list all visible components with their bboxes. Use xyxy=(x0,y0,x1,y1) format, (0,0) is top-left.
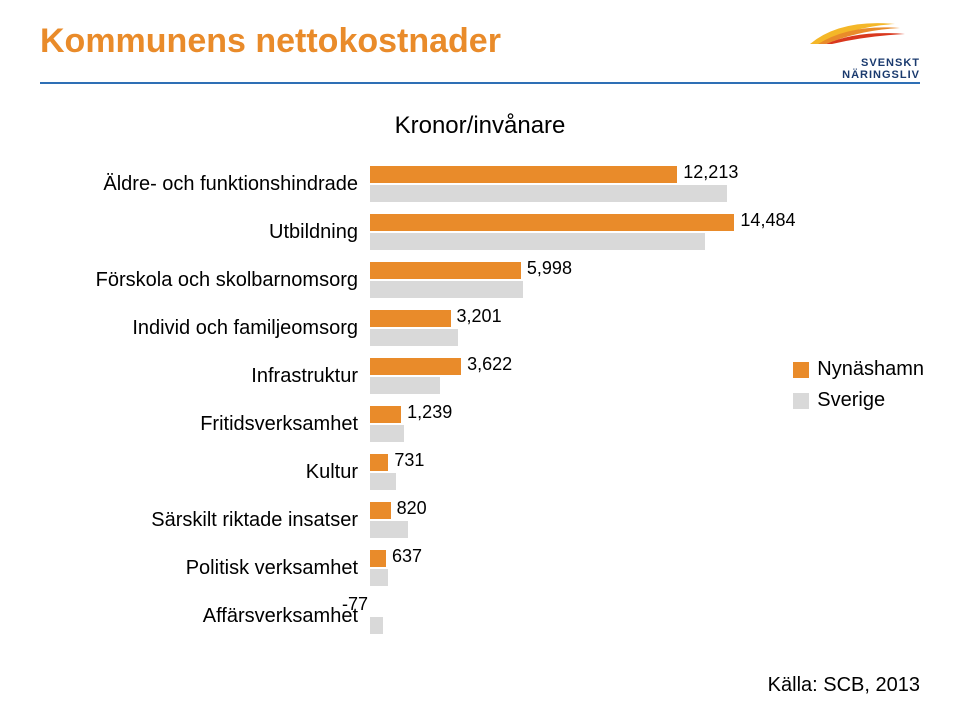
chart-row: Kultur 731 xyxy=(40,448,760,496)
category-label: Kultur xyxy=(40,461,358,483)
bar-group: 5,998 xyxy=(370,260,760,300)
legend-item: Nynäshamn xyxy=(793,358,924,381)
bar-group: 14,484 xyxy=(370,212,760,252)
bar-group: 12,213 xyxy=(370,164,760,204)
bar-group: 3,622 xyxy=(370,356,760,396)
title-rule xyxy=(40,82,920,84)
bar-secondary xyxy=(370,569,388,586)
bar-value-label: 637 xyxy=(386,548,422,565)
category-label: Individ och familjeomsorg xyxy=(40,317,358,339)
chart-row: Utbildning 14,484 xyxy=(40,208,760,256)
category-label: Infrastruktur xyxy=(40,365,358,387)
category-label: Affärsverksamhet xyxy=(40,605,358,627)
bar-group: 731 xyxy=(370,452,760,492)
bar-group: 637 xyxy=(370,548,760,588)
bar-secondary xyxy=(370,521,408,538)
bar-value-label: 5,998 xyxy=(521,260,572,277)
category-label: Äldre- och funktionshindrade xyxy=(40,173,358,195)
category-label: Fritidsverksamhet xyxy=(40,413,358,435)
legend: Nynäshamn Sverige xyxy=(793,350,924,420)
bar-secondary xyxy=(370,617,383,634)
brand-logo: SVENSKT NÄRINGSLIV xyxy=(800,14,920,70)
chart-row: Affärsverksamhet-77 xyxy=(40,592,760,640)
legend-label: Nynäshamn xyxy=(817,358,924,381)
bar-secondary xyxy=(370,329,458,346)
bar-secondary xyxy=(370,185,727,202)
bar-primary xyxy=(370,454,388,471)
bar-value-label: 731 xyxy=(388,452,424,469)
bar-secondary xyxy=(370,281,523,298)
bar-value-label: 3,622 xyxy=(461,356,512,373)
chart-row: Fritidsverksamhet 1,239 xyxy=(40,400,760,448)
bar-secondary xyxy=(370,233,705,250)
category-label: Förskola och skolbarnomsorg xyxy=(40,269,358,291)
bar-primary xyxy=(370,262,521,279)
legend-swatch xyxy=(793,362,809,378)
legend-swatch xyxy=(793,393,809,409)
bar-primary xyxy=(370,214,734,231)
page-title: Kommunens nettokostnader xyxy=(40,22,501,61)
chart-row: Individ och familjeomsorg 3,201 xyxy=(40,304,760,352)
chart-row: Politisk verksamhet 637 xyxy=(40,544,760,592)
bar-primary xyxy=(370,166,677,183)
bar-primary xyxy=(370,406,401,423)
bar-value-label: 14,484 xyxy=(734,212,795,229)
bar-group: 820 xyxy=(370,500,760,540)
brand-logo-text: SVENSKT NÄRINGSLIV xyxy=(800,57,920,81)
legend-item: Sverige xyxy=(793,389,924,412)
bar-primary xyxy=(370,310,451,327)
bar-secondary xyxy=(370,377,440,394)
bar-value-label: 12,213 xyxy=(677,164,738,181)
bar-primary xyxy=(370,502,391,519)
bar-value-label: -77 xyxy=(342,596,370,613)
bar-chart: Äldre- och funktionshindrade 12,213 Utbild… xyxy=(40,160,760,647)
chart-row: Särskilt riktade insatser 820 xyxy=(40,496,760,544)
bar-group: 1,239 xyxy=(370,404,760,444)
category-label: Utbildning xyxy=(40,221,358,243)
chart-row: Infrastruktur 3,622 xyxy=(40,352,760,400)
bar-value-label: 3,201 xyxy=(451,308,502,325)
category-label: Särskilt riktade insatser xyxy=(40,509,358,531)
legend-label: Sverige xyxy=(817,389,885,412)
chart-row: Äldre- och funktionshindrade 12,213 xyxy=(40,160,760,208)
chart-subtitle: Kronor/invånare xyxy=(0,112,960,140)
bar-primary xyxy=(370,358,461,375)
bar-secondary xyxy=(370,473,396,490)
chart-row: Förskola och skolbarnomsorg 5,998 xyxy=(40,256,760,304)
bar-group: -77 xyxy=(370,596,760,636)
bar-group: 3,201 xyxy=(370,308,760,348)
source-text: Källa: SCB, 2013 xyxy=(768,674,920,697)
bar-secondary xyxy=(370,425,404,442)
bar-value-label: 1,239 xyxy=(401,404,452,421)
bar-value-label: 820 xyxy=(391,500,427,517)
bar-primary xyxy=(370,550,386,567)
category-label: Politisk verksamhet xyxy=(40,557,358,579)
